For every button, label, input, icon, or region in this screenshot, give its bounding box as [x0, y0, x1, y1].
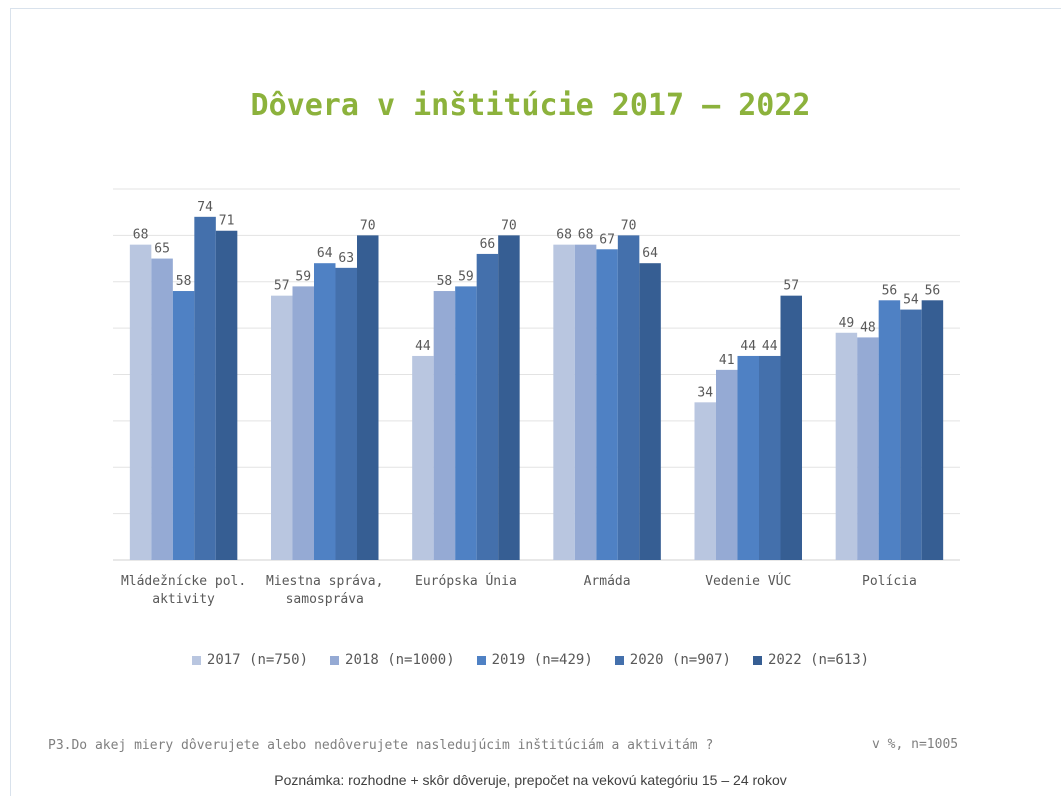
data-label: 44	[415, 339, 431, 354]
data-label: 48	[860, 320, 876, 335]
bar	[292, 286, 314, 560]
slide-frame	[10, 8, 1061, 796]
survey-question: P3.Do akej miery dôverujete alebo nedôve…	[48, 738, 714, 753]
bar	[617, 235, 640, 560]
legend-item: 2018 (n=1000)	[330, 652, 455, 668]
category-label: Polícia	[862, 574, 917, 589]
data-label: 59	[458, 269, 474, 284]
bar	[759, 355, 781, 560]
bar	[476, 253, 499, 561]
data-label: 67	[599, 232, 615, 247]
bar	[271, 295, 293, 560]
bar	[129, 244, 152, 560]
data-label: 44	[740, 339, 756, 354]
data-label: 66	[480, 237, 496, 252]
data-label: 70	[501, 218, 517, 233]
chart-legend: 2017 (n=750) 2018 (n=1000) 2019 (n=429) 202…	[0, 652, 1061, 668]
bar-chart: 68 65 58 74 71 Mládežnícke pol. aktivity 57 59 64…	[113, 188, 960, 607]
data-label: 70	[621, 218, 637, 233]
data-label: 54	[903, 293, 919, 308]
legend-item: 2020 (n=907)	[614, 652, 731, 668]
bar	[900, 309, 922, 560]
bar	[151, 258, 173, 560]
bar	[574, 244, 597, 560]
data-label: 34	[697, 385, 713, 400]
bar	[857, 337, 879, 560]
legend-item: 2022 (n=613)	[752, 652, 870, 668]
category-label: Armáda	[584, 574, 631, 589]
footnote: Poznámka: rozhodne + skôr dôveruje, prep…	[274, 772, 787, 788]
data-label: 65	[154, 242, 170, 257]
legend-swatch	[330, 655, 340, 665]
legend-item: 2017 (n=750)	[191, 652, 309, 668]
legend-label: 2017 (n=750)	[206, 652, 309, 668]
legend-label: 2018 (n=1000)	[345, 652, 455, 668]
legend-label: 2019 (n=429)	[491, 652, 593, 668]
bar	[172, 291, 195, 560]
sample-size: v %, n=1005	[872, 737, 959, 752]
data-label: 58	[176, 274, 192, 289]
bar	[639, 263, 661, 560]
category-label: Mládežnícke pol.	[121, 574, 246, 589]
bar	[412, 355, 434, 560]
legend-item: 2019 (n=429)	[476, 652, 593, 668]
bar	[335, 267, 357, 560]
category-label: Miestna správa,	[266, 574, 383, 589]
data-label: 71	[219, 214, 235, 229]
data-label: 57	[783, 279, 799, 294]
bar	[433, 291, 456, 560]
bar	[553, 244, 575, 560]
data-label: 57	[274, 279, 290, 294]
data-label: 64	[317, 246, 333, 261]
data-label: 58	[437, 274, 453, 289]
bar	[716, 369, 738, 560]
data-label: 41	[719, 353, 735, 368]
data-label: 64	[642, 246, 658, 261]
legend-label: 2020 (n=907)	[629, 652, 731, 668]
data-label: 70	[360, 218, 376, 233]
legend-swatch	[752, 655, 762, 665]
data-label: 44	[762, 339, 778, 354]
data-label: 74	[197, 200, 213, 215]
legend-swatch	[614, 655, 624, 665]
data-label: 68	[578, 228, 594, 243]
legend-label: 2022 (n=613)	[767, 652, 870, 668]
category-label: samospráva	[286, 592, 364, 607]
bar	[921, 300, 944, 560]
legend-swatch	[191, 655, 201, 665]
bar	[780, 295, 802, 560]
bar	[357, 235, 379, 560]
data-label: 59	[295, 269, 311, 284]
legend-swatch	[476, 655, 486, 665]
data-label: 49	[839, 316, 855, 331]
bar	[835, 332, 858, 560]
bar	[455, 286, 477, 560]
category-label: Európska Únia	[415, 573, 517, 589]
bar	[194, 216, 216, 560]
category-label: Vedenie VÚC	[705, 573, 791, 589]
chart-title: Dôvera v inštitúcie 2017 – 2022	[250, 88, 811, 123]
bar	[737, 355, 759, 560]
data-label: 63	[338, 251, 354, 266]
bar	[596, 249, 618, 560]
bar	[498, 235, 520, 560]
data-label: 68	[133, 228, 149, 243]
data-label: 56	[925, 283, 941, 298]
bar	[878, 300, 901, 560]
category-label: aktivity	[152, 592, 215, 607]
data-label: 68	[556, 228, 572, 243]
bar	[314, 263, 336, 560]
bar	[215, 230, 238, 561]
bar	[694, 402, 716, 560]
data-label: 56	[882, 283, 898, 298]
